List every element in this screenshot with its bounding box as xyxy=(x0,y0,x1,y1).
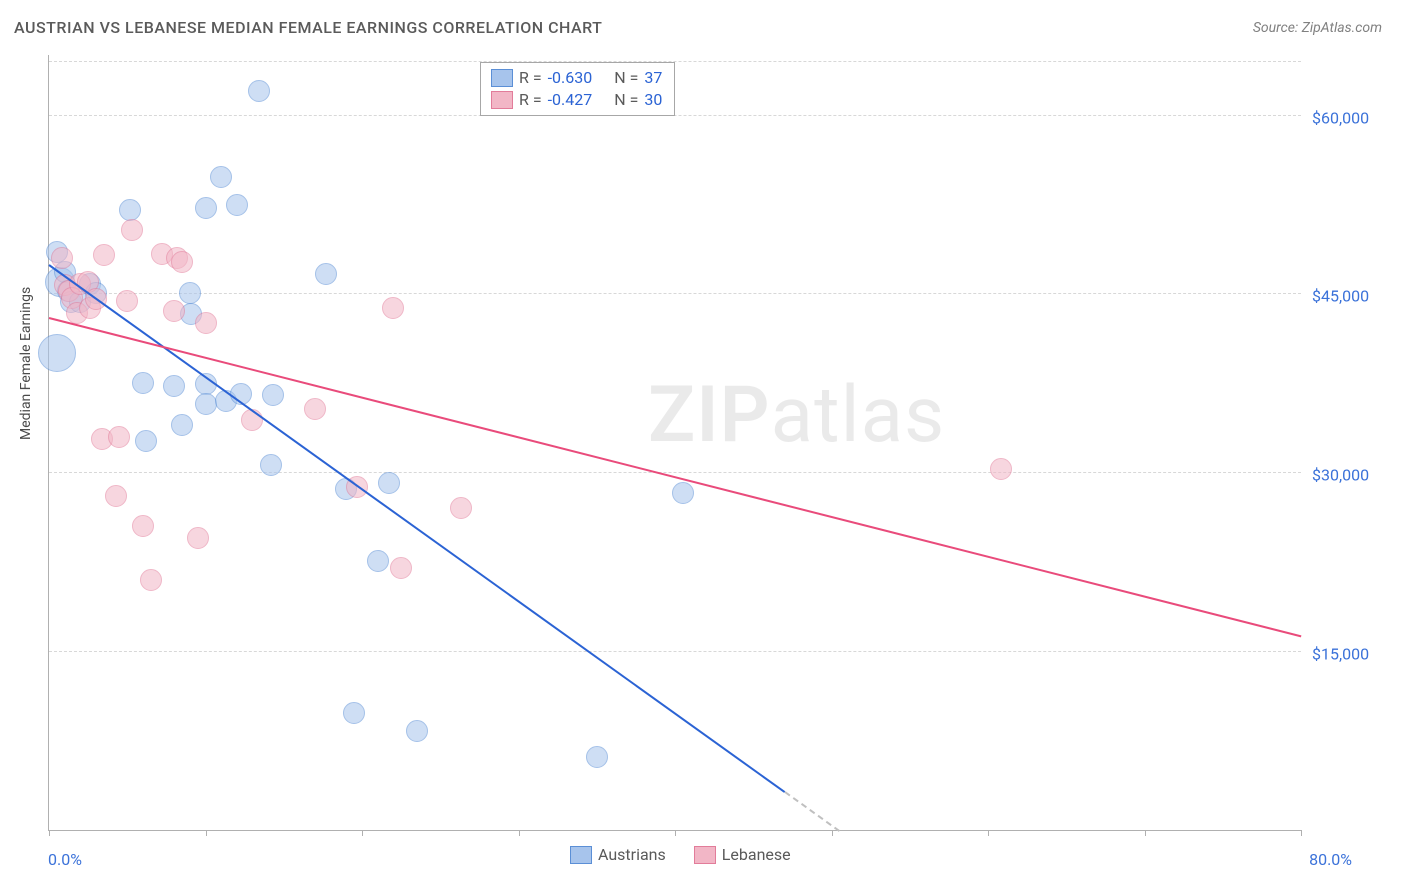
data-point xyxy=(195,197,217,219)
data-point xyxy=(132,515,154,537)
data-point xyxy=(367,550,389,572)
data-point xyxy=(195,393,217,415)
data-point xyxy=(163,300,185,322)
data-point xyxy=(135,430,157,452)
legend-swatch xyxy=(570,846,592,864)
y-tick-label: $30,000 xyxy=(1312,466,1369,485)
data-point xyxy=(672,482,694,504)
series-legend: Austrians Lebanese xyxy=(570,844,791,866)
data-point xyxy=(315,263,337,285)
data-point xyxy=(406,720,428,742)
stats-legend: R = -0.630 N = 37 R = -0.427 N = 30 xyxy=(480,62,675,116)
legend-N-label: N = xyxy=(614,67,638,89)
legend-swatch xyxy=(694,846,716,864)
data-point xyxy=(304,398,326,420)
data-point xyxy=(171,251,193,273)
data-point xyxy=(187,527,209,549)
legend-R-label: R = xyxy=(519,67,542,89)
data-point xyxy=(108,426,130,448)
legend-N-value: 37 xyxy=(644,67,662,89)
y-tick-label: $60,000 xyxy=(1312,108,1369,127)
data-point xyxy=(260,454,282,476)
data-point xyxy=(262,384,284,406)
legend-series-name: Lebanese xyxy=(722,844,791,866)
chart-title: AUSTRIAN VS LEBANESE MEDIAN FEMALE EARNI… xyxy=(14,18,602,37)
data-point xyxy=(226,194,248,216)
data-point xyxy=(163,375,185,397)
legend-N-label: N = xyxy=(614,89,638,111)
data-point xyxy=(140,569,162,591)
data-point xyxy=(51,247,73,269)
legend-stat-row: R = -0.630 N = 37 xyxy=(491,67,662,89)
data-point xyxy=(121,219,143,241)
data-point xyxy=(171,414,193,436)
data-point xyxy=(93,244,115,266)
plot-area xyxy=(48,55,1301,831)
data-point xyxy=(450,497,472,519)
legend-series-name: Austrians xyxy=(598,844,666,866)
data-point xyxy=(132,372,154,394)
data-point xyxy=(116,290,138,312)
legend-swatch xyxy=(491,91,513,109)
legend-N-value: 30 xyxy=(644,89,662,111)
source-label: Source: ZipAtlas.com xyxy=(1253,20,1382,36)
data-point xyxy=(119,199,141,221)
data-point xyxy=(343,702,365,724)
y-axis-label: Median Female Earnings xyxy=(18,287,34,440)
legend-stat-row: R = -0.427 N = 30 xyxy=(491,89,662,111)
legend-R-value: -0.427 xyxy=(548,89,593,111)
legend-series-item: Austrians xyxy=(570,844,666,866)
data-point xyxy=(378,472,400,494)
data-point xyxy=(990,458,1012,480)
data-point xyxy=(248,80,270,102)
x-max-label: 80.0% xyxy=(1309,850,1352,869)
data-point xyxy=(390,557,412,579)
data-point xyxy=(38,334,76,372)
data-point xyxy=(105,485,127,507)
y-tick-label: $45,000 xyxy=(1312,287,1369,306)
y-tick-label: $15,000 xyxy=(1312,645,1369,664)
legend-series-item: Lebanese xyxy=(694,844,791,866)
legend-R-label: R = xyxy=(519,89,542,111)
legend-R-value: -0.630 xyxy=(548,67,593,89)
legend-swatch xyxy=(491,69,513,87)
x-min-label: 0.0% xyxy=(48,850,82,869)
data-point xyxy=(586,746,608,768)
data-point xyxy=(210,166,232,188)
data-point xyxy=(382,297,404,319)
data-point xyxy=(179,282,201,304)
data-point xyxy=(195,312,217,334)
